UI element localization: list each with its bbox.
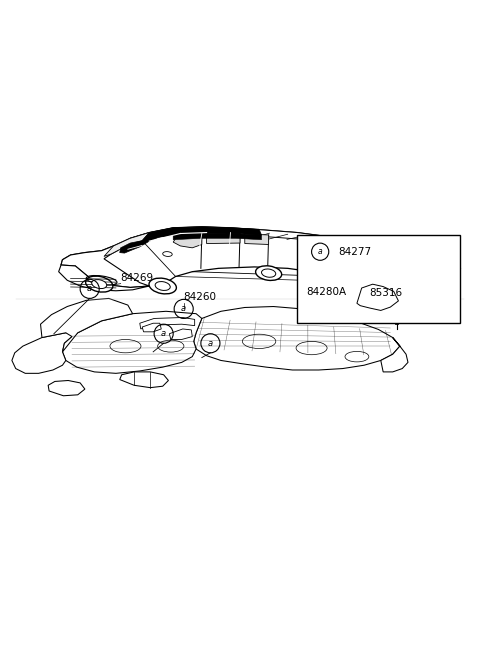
Polygon shape <box>142 323 161 332</box>
Text: a: a <box>318 247 323 256</box>
Polygon shape <box>140 318 195 329</box>
Polygon shape <box>314 241 365 272</box>
Text: a: a <box>161 329 166 338</box>
Ellipse shape <box>262 269 276 277</box>
Polygon shape <box>48 380 85 396</box>
Polygon shape <box>12 333 78 373</box>
Polygon shape <box>40 298 132 352</box>
Ellipse shape <box>92 279 107 289</box>
Polygon shape <box>173 234 202 248</box>
Text: 84277: 84277 <box>338 247 371 256</box>
Polygon shape <box>120 227 262 253</box>
Polygon shape <box>130 227 326 241</box>
Ellipse shape <box>149 278 176 294</box>
Polygon shape <box>173 234 262 239</box>
Text: a: a <box>87 284 92 293</box>
Polygon shape <box>381 338 408 372</box>
Polygon shape <box>120 372 168 388</box>
Ellipse shape <box>319 270 352 290</box>
Ellipse shape <box>85 276 113 292</box>
Polygon shape <box>357 284 398 310</box>
FancyBboxPatch shape <box>297 235 459 323</box>
Polygon shape <box>245 234 269 245</box>
Text: a: a <box>208 338 213 348</box>
Text: 84269: 84269 <box>120 273 154 283</box>
Polygon shape <box>61 246 149 287</box>
Polygon shape <box>307 236 369 281</box>
Polygon shape <box>62 312 202 373</box>
Polygon shape <box>59 265 149 291</box>
Ellipse shape <box>155 281 170 291</box>
Text: 85316: 85316 <box>369 289 402 298</box>
Ellipse shape <box>325 274 346 286</box>
Polygon shape <box>194 306 400 370</box>
Polygon shape <box>169 329 192 339</box>
Polygon shape <box>61 227 369 287</box>
Text: a: a <box>181 304 186 314</box>
Polygon shape <box>104 233 149 256</box>
Text: 84280A: 84280A <box>306 287 346 297</box>
Ellipse shape <box>255 266 282 280</box>
Text: 84260: 84260 <box>184 292 216 302</box>
Polygon shape <box>206 234 240 243</box>
